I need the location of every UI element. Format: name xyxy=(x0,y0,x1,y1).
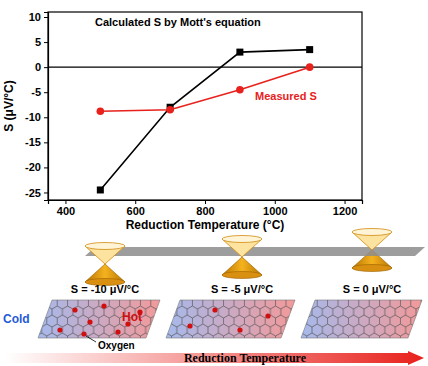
cone-label: S = -5 μV/°C xyxy=(211,283,273,295)
oxygen-label: Oxygen xyxy=(98,340,135,351)
arrow-label: Reduction Temperature xyxy=(184,351,307,365)
cone-top xyxy=(85,243,125,250)
x-tick-mark xyxy=(275,200,276,204)
y-tick-label: -5 xyxy=(31,86,41,98)
y-tick: -5 xyxy=(31,86,48,98)
y-tick: -25 xyxy=(25,187,48,199)
y-tick-mark xyxy=(44,167,48,168)
oxygen-atom xyxy=(101,303,106,308)
y-axis-line xyxy=(44,13,49,201)
x-tick: 400 xyxy=(57,200,75,217)
y-tick: -10 xyxy=(25,111,48,123)
series-label: Calculated S by Mott's equation xyxy=(95,16,261,28)
oxygen-atom xyxy=(115,329,120,334)
y-tick-mark xyxy=(44,192,48,193)
y-tick-mark xyxy=(44,17,48,18)
cone-top xyxy=(222,236,262,243)
diagram: S = -10 μV/°C S = -5 μV/°C S = 0 μV/°C Cold… xyxy=(3,229,425,366)
x-tick-label: 1000 xyxy=(263,205,287,217)
cone-label: S = -10 μV/°C xyxy=(71,283,139,295)
series-line xyxy=(100,50,309,190)
x-tick: 1000 xyxy=(263,200,287,217)
oxygen-atom xyxy=(237,327,242,332)
cone-base xyxy=(352,265,392,272)
y-tick-mark xyxy=(44,142,48,143)
hot-label: Hot xyxy=(122,310,142,324)
plot-marks xyxy=(48,46,362,193)
series-point xyxy=(166,106,174,114)
oxygen-atom xyxy=(265,313,270,318)
y-tick: 5 xyxy=(35,36,48,48)
zero-line xyxy=(48,67,362,68)
x-tick-label: 400 xyxy=(57,205,75,217)
oxygen-atom xyxy=(72,307,77,312)
y-tick-label: -25 xyxy=(25,187,41,199)
y-tick: 10 xyxy=(29,11,48,23)
y-tick-label: -10 xyxy=(25,111,41,123)
cone-top xyxy=(352,229,392,236)
y-tick-mark xyxy=(44,67,48,68)
oxygen-atom xyxy=(57,327,62,332)
x-tick-label: 1200 xyxy=(333,205,357,217)
graphene-sheet xyxy=(166,300,295,338)
figure: 400 600 800 1000 1200 -25 -20 -15 -10 -5 0 5 10 Reduc… xyxy=(0,0,428,366)
series-point xyxy=(306,46,313,53)
cold-label: Cold xyxy=(3,312,30,326)
x-tick: 1200 xyxy=(333,200,357,217)
oxygen-atom xyxy=(212,307,217,312)
y-axis-title: S (μV/°C) xyxy=(2,80,16,131)
series-point xyxy=(97,107,105,115)
cone-label: S = 0 μV/°C xyxy=(343,283,402,295)
graphene-lattice xyxy=(166,300,295,338)
x-tick-mark xyxy=(345,200,346,204)
x-axis-title: Reduction Temperature (°C) xyxy=(126,218,285,232)
temperature-arrow xyxy=(5,351,424,365)
x-tick-label: 600 xyxy=(127,205,145,217)
y-tick-mark xyxy=(44,92,48,93)
cone-base xyxy=(222,272,262,279)
y-axis: -25 -20 -15 -10 -5 0 5 10 xyxy=(25,11,48,200)
y-tick-label: 10 xyxy=(29,11,41,23)
x-tick: 800 xyxy=(196,200,214,217)
x-tick: 600 xyxy=(127,200,145,217)
x-tick-mark xyxy=(135,200,136,204)
graphene-sheet xyxy=(38,300,160,338)
y-tick-label: -20 xyxy=(25,161,41,173)
x-tick-mark xyxy=(65,200,66,204)
oxygen-atom xyxy=(187,323,192,328)
x-tick-label: 800 xyxy=(196,205,214,217)
series-point xyxy=(97,186,104,193)
y-tick: -15 xyxy=(25,136,48,148)
oxygen-leader xyxy=(86,336,96,342)
y-tick: -20 xyxy=(25,161,48,173)
series-point xyxy=(236,49,243,56)
graphene-lattice xyxy=(38,300,160,338)
graphene-sheet xyxy=(301,300,422,338)
y-tick-mark xyxy=(44,42,48,43)
y-tick-label: 0 xyxy=(35,61,41,73)
series-point xyxy=(236,86,244,94)
series-label: Measured S xyxy=(255,90,317,102)
plot-frame xyxy=(48,12,362,200)
y-tick-mark xyxy=(44,117,48,118)
y-tick-label: 5 xyxy=(35,36,41,48)
x-tick-mark xyxy=(205,200,206,204)
oxygen-atom xyxy=(87,319,92,324)
y-tick-label: -15 xyxy=(25,136,41,148)
series-point xyxy=(306,63,314,71)
graphene-lattice xyxy=(301,300,422,338)
x-axis-line xyxy=(49,201,363,205)
y-tick: 0 xyxy=(35,61,48,73)
oxygen-atom xyxy=(81,331,86,336)
x-axis: 400 600 800 1000 1200 xyxy=(49,200,363,217)
